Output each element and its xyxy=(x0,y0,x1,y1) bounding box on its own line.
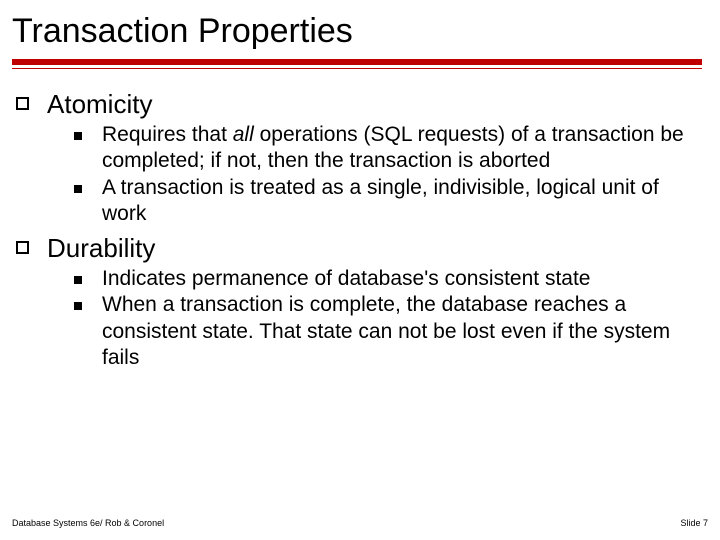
slide: Transaction Properties Atomicity Require… xyxy=(0,0,720,540)
footer: Database Systems 6e/ Rob & Coronel Slide… xyxy=(12,518,708,528)
rule-thin xyxy=(12,68,702,69)
list-item-text: Requires that all operations (SQL reques… xyxy=(102,122,702,175)
section-heading-text: Durability xyxy=(47,233,155,264)
filled-square-bullet-icon xyxy=(74,276,82,284)
hollow-square-bullet-icon xyxy=(16,97,29,110)
list-item-text: A transaction is treated as a single, in… xyxy=(102,175,702,228)
list-item: When a transaction is complete, the data… xyxy=(74,292,702,371)
rule-thick xyxy=(12,59,702,65)
section-heading: Atomicity xyxy=(16,89,702,120)
hollow-square-bullet-icon xyxy=(16,241,29,254)
section-heading-text: Atomicity xyxy=(47,89,152,120)
list-item-text: Indicates permanence of database's consi… xyxy=(102,266,590,292)
list-item: Requires that all operations (SQL reques… xyxy=(74,122,702,175)
filled-square-bullet-icon xyxy=(74,132,82,140)
section-heading: Durability xyxy=(16,233,702,264)
filled-square-bullet-icon xyxy=(74,185,82,193)
content-area: Atomicity Requires that all operations (… xyxy=(12,89,702,371)
title-rule xyxy=(12,59,702,69)
list-item: A transaction is treated as a single, in… xyxy=(74,175,702,228)
section-items: Indicates permanence of database's consi… xyxy=(74,266,702,371)
text-run-italic: all xyxy=(233,123,254,146)
filled-square-bullet-icon xyxy=(74,302,82,310)
list-item-text: When a transaction is complete, the data… xyxy=(102,292,702,371)
footer-left: Database Systems 6e/ Rob & Coronel xyxy=(12,518,164,528)
text-run: Requires that xyxy=(102,123,233,146)
footer-right: Slide 7 xyxy=(680,518,708,528)
section-items: Requires that all operations (SQL reques… xyxy=(74,122,702,227)
slide-title: Transaction Properties xyxy=(12,12,702,51)
list-item: Indicates permanence of database's consi… xyxy=(74,266,702,292)
